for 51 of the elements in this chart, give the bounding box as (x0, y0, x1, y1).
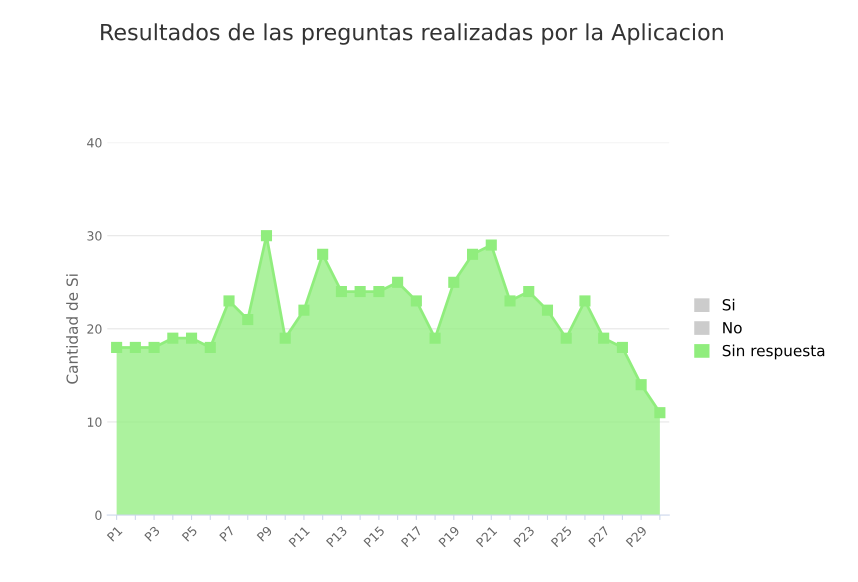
point (392, 276, 404, 288)
x-tick-label: P5 (182, 526, 198, 542)
point (504, 295, 516, 306)
y-axis-title: Cantidad de Si (66, 274, 78, 384)
x-tick-label: P13 (326, 526, 348, 548)
point (466, 248, 478, 260)
point (130, 342, 141, 354)
point (448, 276, 460, 288)
x-tick-label: P3 (144, 526, 160, 542)
point (579, 295, 590, 306)
chart-title: Resultados de las preguntas realizadas por la Aplicacion (101, 23, 723, 45)
y-tick-label: 0 (95, 510, 102, 520)
point (148, 342, 160, 354)
point (430, 332, 441, 344)
point (280, 332, 291, 344)
x-tick-label: P29 (626, 526, 648, 548)
point (111, 342, 122, 354)
point (204, 342, 216, 354)
point (410, 295, 422, 306)
legend-label: Sin respuesta (722, 344, 824, 360)
point (616, 342, 628, 354)
point (167, 332, 178, 344)
point (223, 295, 235, 306)
point (260, 230, 272, 242)
x-tick-label: P23 (513, 526, 535, 548)
point (486, 239, 497, 251)
point (523, 286, 534, 298)
x-tick-label: P19 (438, 526, 460, 548)
point (560, 332, 572, 344)
point (598, 332, 610, 344)
y-tick-label: 30 (87, 231, 102, 241)
point (298, 304, 310, 316)
y-tick-label: 10 (88, 417, 102, 427)
point (636, 379, 647, 390)
x-tick-label: P7 (219, 526, 235, 542)
y-tick-label: 40 (87, 138, 102, 148)
legend-label: No (723, 322, 742, 334)
point (242, 314, 254, 326)
point (654, 407, 666, 418)
x-tick-label: P9 (256, 526, 273, 542)
legend-label: Si (722, 298, 734, 311)
y-tick-label: 20 (87, 324, 102, 334)
point (373, 286, 384, 298)
point (542, 304, 554, 316)
point (354, 286, 366, 298)
x-tick-label: P1 (106, 526, 123, 542)
x-tick-label: P21 (476, 526, 498, 548)
x-tick-label: P11 (288, 526, 310, 548)
point (336, 286, 347, 298)
point (186, 332, 198, 344)
point (317, 248, 328, 260)
